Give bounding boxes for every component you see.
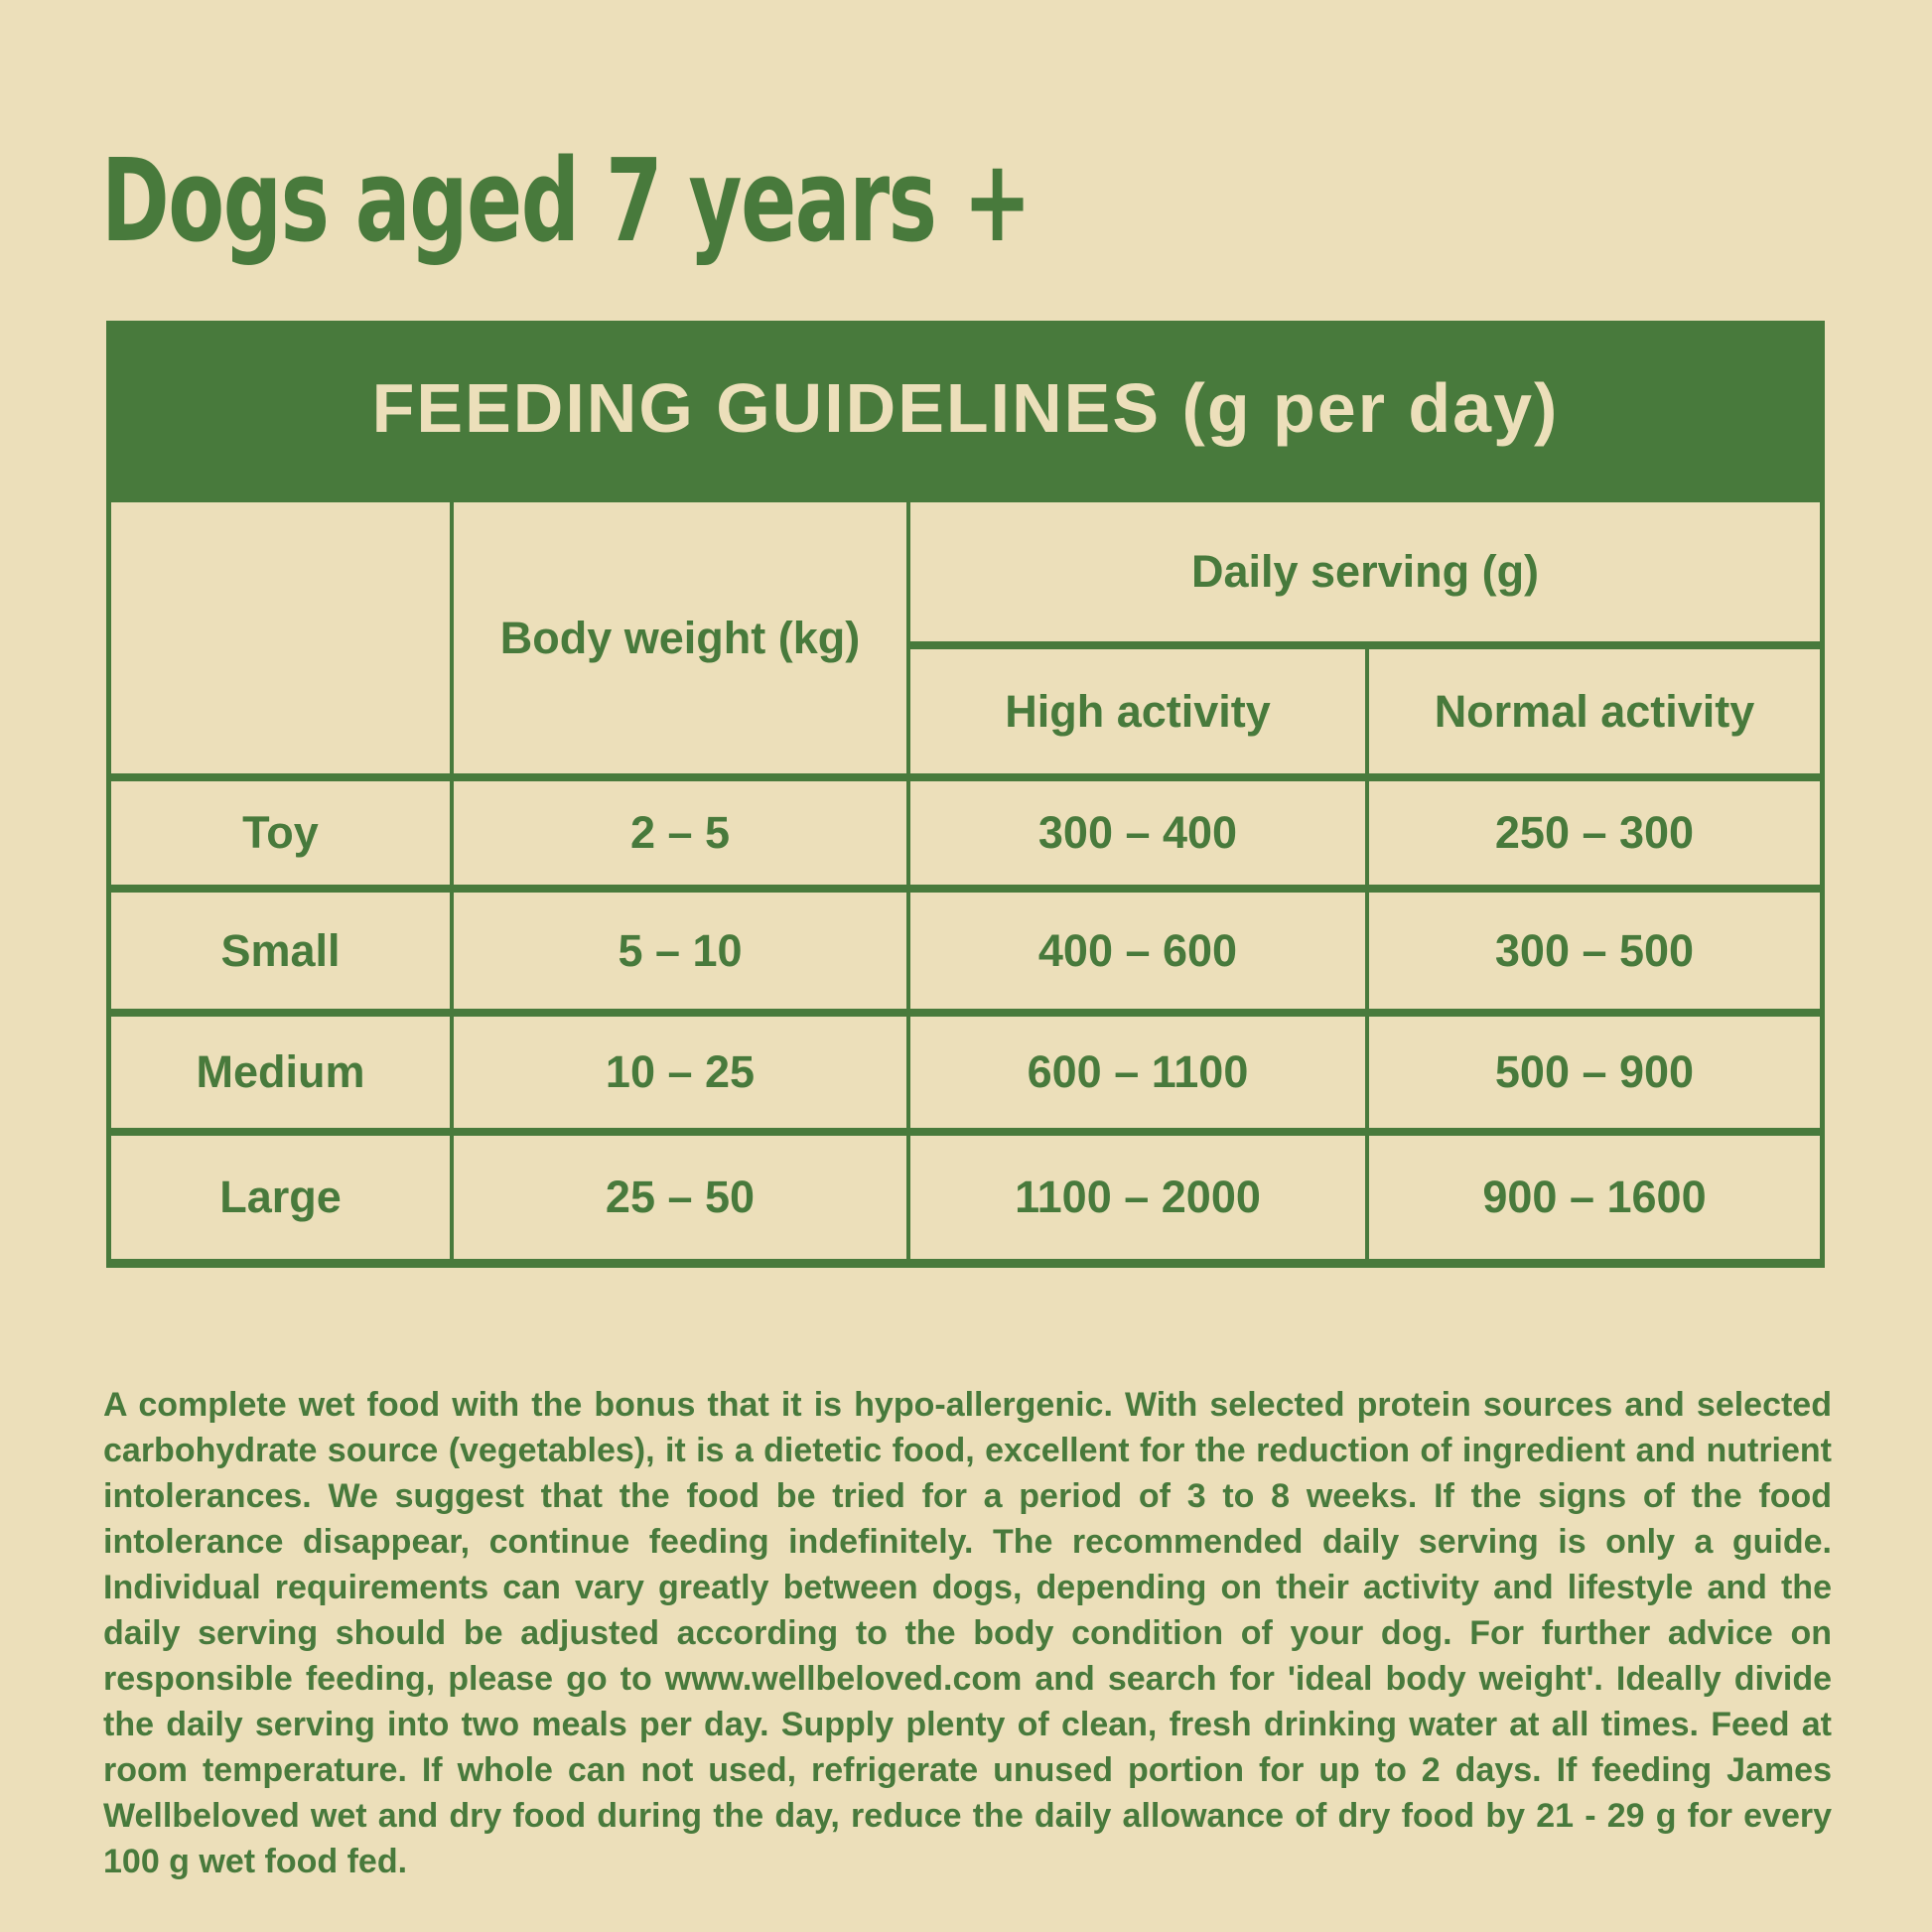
cell-body-weight: 5 – 10: [454, 893, 906, 1009]
cell-body-weight: 10 – 25: [454, 1017, 906, 1128]
row-label: Small: [111, 893, 450, 1009]
column-header-body-weight: Body weight (kg): [454, 502, 906, 773]
cell-high-activity: 600 – 1100: [910, 1017, 1365, 1128]
cell-normal-activity: 300 – 500: [1369, 893, 1820, 1009]
page-title: Dogs aged 7 years +: [101, 135, 1032, 269]
cell-normal-activity: 900 – 1600: [1369, 1136, 1820, 1259]
row-label: Large: [111, 1136, 450, 1259]
row-label: Medium: [111, 1017, 450, 1128]
cell-high-activity: 300 – 400: [910, 781, 1365, 885]
table-banner: FEEDING GUIDELINES (g per day): [111, 321, 1820, 494]
cell-high-activity: 400 – 600: [910, 893, 1365, 1009]
cell-body-weight: 2 – 5: [454, 781, 906, 885]
cell-normal-activity: 500 – 900: [1369, 1017, 1820, 1128]
feeding-advice-text: A complete wet food with the bonus that …: [103, 1386, 1832, 1880]
cell-body-weight: 25 – 50: [454, 1136, 906, 1259]
feeding-guidelines-table: FEEDING GUIDELINES (g per day) Body weig…: [106, 321, 1825, 1268]
cell-high-activity: 1100 – 2000: [910, 1136, 1365, 1259]
corner-empty-cell: [111, 502, 450, 773]
row-label: Toy: [111, 781, 450, 885]
column-header-high-activity: High activity: [910, 649, 1365, 773]
column-header-daily-serving: Daily serving (g): [910, 502, 1820, 641]
column-header-normal-activity: Normal activity: [1369, 649, 1820, 773]
cell-normal-activity: 250 – 300: [1369, 781, 1820, 885]
